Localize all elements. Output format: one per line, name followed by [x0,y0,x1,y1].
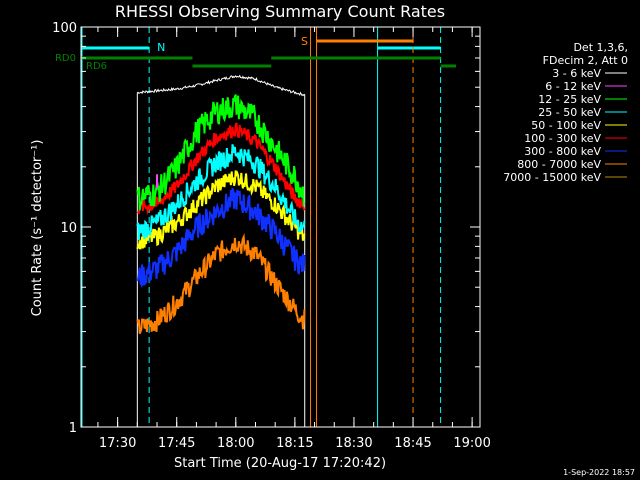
series-25_50keV-group [136,144,306,240]
y-tick-label: 1 [69,421,77,436]
series-line [136,144,306,240]
y-tick-label: 100 [52,21,77,36]
series-line [136,186,306,289]
legend-label: 3 - 6 keV [552,67,601,80]
legend-label: 50 - 100 keV [531,119,601,132]
x-tick-label: 18:45 [394,436,431,451]
legend-label: 300 - 800 keV [524,145,601,158]
x-tick-label: 18:30 [335,436,372,451]
legend-label: 25 - 50 keV [538,106,601,119]
legend-label: 800 - 7000 keV [517,158,601,171]
series-line [136,94,306,211]
chart-title: RHESSI Observing Summary Count Rates [115,2,445,21]
series-line [137,74,305,97]
legend-header-line1: Det 1,3,6, [573,41,628,54]
x-tick-label: 17:45 [158,436,195,451]
legend-label: 6 - 12 keV [545,80,601,93]
series-12_25keV-group [136,94,306,211]
legend-label: 7000 - 15000 keV [503,171,601,184]
series-line [136,233,306,334]
x-tick-label: 18:00 [217,436,254,451]
x-tick-label: 18:15 [276,436,313,451]
axes: 17:30 17:45 18:00 18:15 18:30 18:45 19:00 1 10 10… [52,21,491,451]
series-300_800keV-group [136,186,306,289]
x-tick-label: 19:00 [453,436,490,451]
legend-label: 12 - 25 keV [538,93,601,106]
footer-date: 1-Sep-2022 18:57 [563,468,635,477]
legend-label: 100 - 300 keV [524,132,601,145]
x-tick-label: 17:30 [99,436,136,451]
legend-header-line2: FDecim 2, Att 0 [543,54,628,67]
y-tick-label: 10 [60,221,77,236]
rd6-label: RD6 [86,61,107,72]
series-line [136,122,306,216]
x-axis-label: Start Time (20-Aug-17 17:20:42) [174,456,386,471]
series-50_100keV-group [136,170,306,250]
annotation-layer: N S RD0 RD6 [55,27,456,427]
series-line [136,170,306,250]
series-800_7000keV-group [136,233,306,334]
saa-label: S [301,35,308,48]
y-axis-label: Count Rate (s⁻¹ detector⁻¹) [30,140,45,317]
rd0-label: RD0 [55,53,76,64]
night-label: N [157,41,165,54]
series-100_300keV-group [136,122,306,216]
